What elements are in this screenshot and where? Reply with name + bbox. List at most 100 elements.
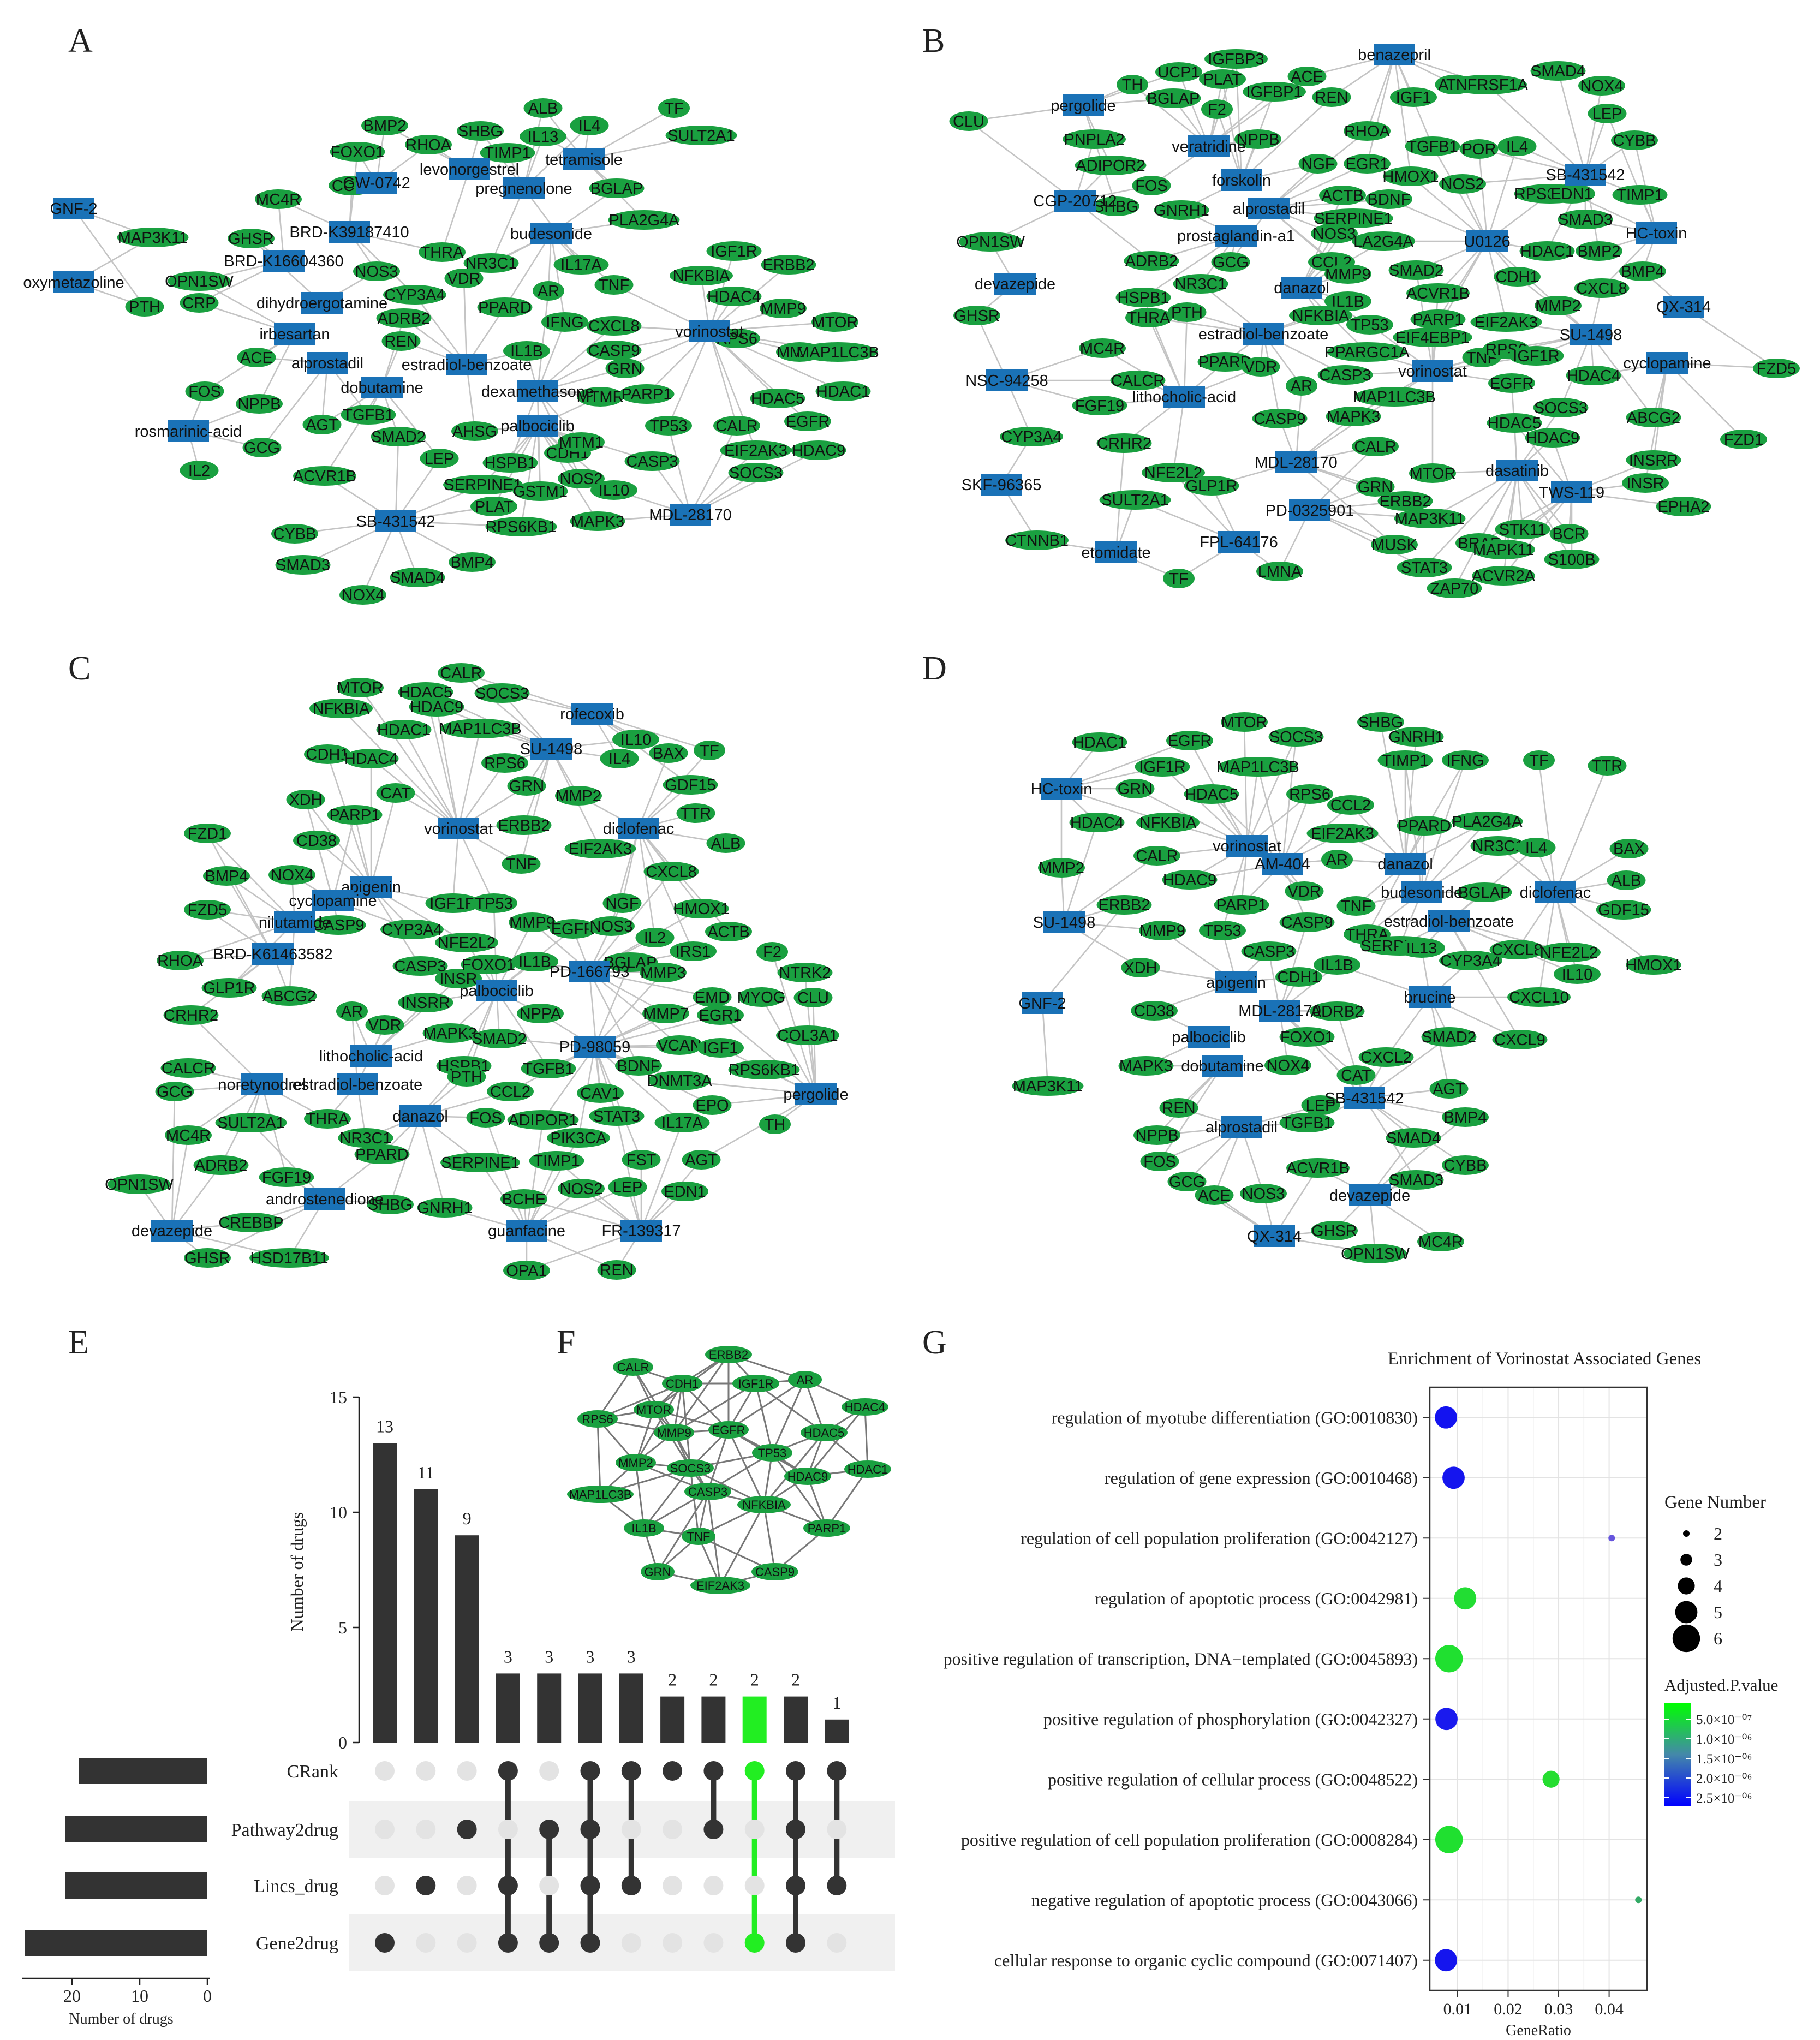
e-matrix-dot-on	[580, 1820, 600, 1839]
gene-node-glp1r	[201, 978, 257, 998]
gene-node-cdh1	[1494, 267, 1541, 287]
gene-node-parp1	[1214, 895, 1269, 915]
gene-label: CALCR	[1111, 372, 1165, 390]
gene-label: REN	[384, 333, 417, 350]
drug-label: levonorgestrel	[420, 161, 519, 178]
gene-label: SERPINE1	[441, 1154, 519, 1172]
gene-node-mc4r	[165, 1125, 212, 1145]
e-matrix-dot-on	[621, 1876, 641, 1895]
gene-label: CASP9	[588, 342, 640, 360]
edge	[1431, 146, 1488, 242]
drug-node-alprostadil	[307, 352, 348, 374]
gene-label: MAPK3	[423, 1025, 477, 1042]
gene-node-opn1sw	[1344, 1244, 1407, 1263]
drug-node-veratridine	[1188, 135, 1230, 157]
gene-label: MC4R	[1418, 1233, 1463, 1251]
edge	[556, 1160, 642, 1232]
edge	[1281, 736, 1297, 864]
gene-node-mtor	[811, 312, 858, 332]
edge	[637, 828, 656, 938]
drug-node-fr-139317	[620, 1220, 662, 1242]
gene-node-fzd5	[184, 900, 231, 920]
gene-node-rps6	[481, 753, 528, 773]
drug-node-vorinostat	[689, 320, 730, 342]
gene-node-map3k11	[1394, 509, 1466, 528]
gene-label: NFKBIA	[1139, 814, 1197, 832]
gene-node-il13	[1398, 938, 1445, 958]
gene-node-hspb1	[482, 453, 538, 473]
gene-node-tp53	[645, 416, 692, 436]
ppi-node-parp1	[803, 1519, 850, 1537]
drug-label: oxymetazoline	[23, 274, 124, 291]
gene-label: PLAT	[1203, 71, 1242, 88]
gene-node-map1lc3b	[440, 719, 520, 738]
e-matrix-dot-off	[703, 1933, 724, 1953]
ppi-label: RPS6	[582, 1412, 613, 1426]
ppi-node-ar	[788, 1371, 822, 1388]
e-set-label: Lincs_drug	[254, 1876, 338, 1896]
gene-label: HMOX1	[1625, 957, 1681, 974]
drug-label: PD-0325901	[1266, 502, 1354, 520]
g-term-label: positive regulation of transcription, DN…	[944, 1649, 1418, 1668]
edge	[403, 729, 460, 829]
gene-node-dnmt3a	[648, 1071, 711, 1090]
e-matrix-dot-on	[498, 1933, 518, 1953]
gene-node-smad2	[1421, 1027, 1477, 1047]
gene-node-fzd5	[1753, 359, 1800, 378]
e-bar-value: 2	[709, 1670, 718, 1690]
e-bar-value: 2	[791, 1670, 800, 1690]
edge	[457, 728, 481, 829]
gene-label: BMP4	[451, 554, 494, 571]
gene-node-cyp3a4	[1439, 951, 1502, 970]
gene-label: SMAD2	[371, 428, 426, 446]
gene-node-thra	[419, 242, 466, 262]
gene-node-calr	[1133, 846, 1180, 866]
gene-node-bdnf	[1365, 189, 1412, 209]
e-matrix-dot-off	[539, 1876, 559, 1895]
gene-node-tgfb1	[1405, 136, 1460, 156]
gene-label: CXCL8	[1576, 280, 1627, 297]
e-matrix-dot-on	[827, 1761, 847, 1781]
gene-label: IFNG	[546, 314, 583, 331]
gene-node-mapk3	[1118, 1056, 1174, 1076]
gene-label: MYOG	[737, 989, 786, 1006]
drug-label: alprostadil	[1233, 200, 1305, 218]
ppi-label: EGFR	[712, 1423, 745, 1437]
edge	[536, 290, 550, 392]
gene-node-fos	[466, 1108, 505, 1128]
gene-label: NTRK2	[779, 964, 831, 982]
drug-node-prostaglandin-a1	[1215, 225, 1257, 247]
gene-node-emd	[693, 987, 732, 1007]
gene-node-ren	[597, 1260, 636, 1280]
gene-node-hsd17b11	[249, 1248, 329, 1268]
drug-label: etomidate	[1081, 544, 1150, 562]
gene-node-ngf	[1298, 154, 1338, 174]
gene-label: NFKBIA	[313, 700, 370, 718]
drug-node-qx-314	[1254, 1225, 1295, 1247]
drug-label: nilutamide	[259, 914, 331, 932]
gene-label: RHOA	[1344, 123, 1390, 140]
ppi-node-egfr	[708, 1421, 749, 1439]
g-x-tick-label: 0.03	[1544, 2000, 1573, 2018]
gene-node-smad3	[1558, 210, 1613, 229]
edge	[1421, 821, 1488, 893]
gene-node-mc4r	[1417, 1232, 1464, 1251]
edge	[536, 391, 541, 492]
gene-node-ngf	[602, 893, 642, 913]
gene-label: VDR	[1287, 883, 1321, 900]
gene-node-tf	[1523, 750, 1555, 770]
drug-node-pd-0325901	[1289, 499, 1330, 521]
gene-label: EGFR	[551, 921, 595, 938]
edge	[594, 1046, 683, 1123]
gene-label: OPN1SW	[105, 1176, 174, 1194]
edge	[594, 1046, 618, 1117]
ppi-label: CASP3	[688, 1485, 727, 1499]
gene-node-col3a1	[776, 1025, 839, 1045]
edge	[707, 1429, 730, 1492]
gene-node-timp1	[529, 1151, 584, 1171]
e-matrix-dot-on	[539, 1820, 559, 1839]
gene-label: CREBBP	[218, 1214, 283, 1232]
drug-node-devazepide	[151, 1220, 193, 1242]
edge	[341, 708, 459, 829]
gene-node-il17a	[553, 255, 609, 275]
